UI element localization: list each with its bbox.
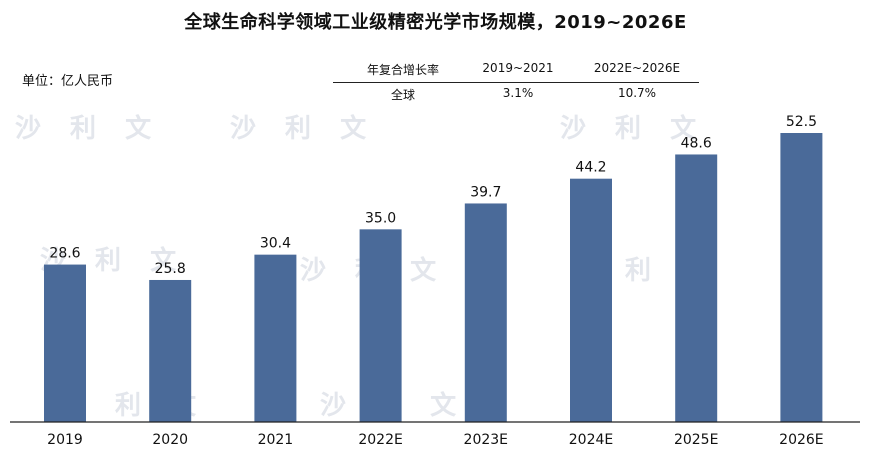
cagr-value-period-1: 3.1% (502, 86, 534, 100)
cagr-table: 年复合增长率 2019~2021 2022E~2026E 全球 3.1% 10.… (333, 58, 699, 107)
bar (570, 178, 612, 422)
data-label: 25.8 (155, 261, 186, 277)
bar (359, 229, 402, 422)
cagr-header-label: 年复合增长率 (366, 63, 439, 77)
cagr-header-row: 年复合增长率 2019~2021 2022E~2026E (333, 58, 699, 83)
x-tick-label: 2019 (47, 432, 83, 448)
cagr-header-period-2: 2022E~2026E (593, 61, 681, 75)
x-tick-label: 2025E (674, 432, 718, 448)
bar (44, 264, 86, 422)
data-label: 28.6 (49, 246, 80, 262)
data-label: 44.2 (575, 160, 606, 176)
bar (149, 279, 192, 422)
data-label: 35.0 (365, 210, 396, 226)
x-tick-label: 2023E (464, 432, 508, 448)
cagr-value-period-2: 10.7% (617, 86, 657, 100)
cagr-data-row: 全球 3.1% 10.7% (333, 83, 699, 107)
data-label: 39.7 (470, 184, 501, 200)
x-tick-label: 2020 (152, 432, 188, 448)
x-tick-label: 2024E (569, 432, 613, 448)
x-tick-label: 2021 (258, 432, 294, 448)
data-label: 48.6 (681, 135, 712, 151)
data-label: 52.5 (786, 114, 817, 130)
cagr-header-period-1: 2019~2021 (482, 61, 554, 75)
bar (780, 133, 823, 422)
cagr-row-label: 全球 (390, 88, 415, 102)
unit-label: 单位：亿人民币 (22, 74, 114, 89)
x-tick-label: 2022E (358, 432, 402, 448)
data-label: 30.4 (260, 236, 291, 252)
bar (254, 254, 297, 422)
chart-title: 全球生命科学领域工业级精密光学市场规模，2019~2026E (184, 12, 687, 33)
x-tick-label: 2026E (779, 432, 823, 448)
bar (464, 203, 507, 422)
bar (675, 154, 718, 422)
